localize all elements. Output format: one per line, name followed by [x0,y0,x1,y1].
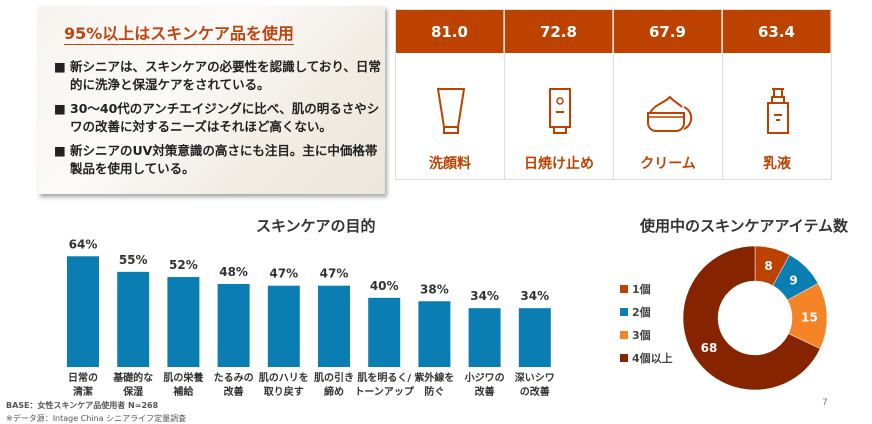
footer-source: ※データ源：Intage China シニアライフ定量調査 [6,414,187,423]
bar-category-label: 保湿 [122,385,143,398]
product-value: 72.8 [505,10,613,53]
bar-value-label: 40% [370,279,399,293]
donut-value-label: 9 [789,273,797,287]
bar-value-label: 34% [520,289,549,303]
sunscreen-icon [549,88,571,134]
summary-card: 95%以上はスキンケア品を使用 ■ 新シニアは、スキンケアの必要性を認識しており、… [38,6,385,194]
bar [167,277,200,367]
bar-category-label: トーンアップ [354,385,414,398]
donut-value-label: 68 [701,341,718,355]
bar [368,297,401,367]
donut-chart-title: 使用中のスキンケアアイテム数 [640,217,849,235]
bar-category-label: 肌の栄養 [163,371,203,384]
bar [418,301,451,367]
bar-category-label: 改善 [224,385,244,398]
bar-value-label: 47% [320,267,349,281]
bar-chart: 64%日常の清潔55%基礎的な保湿52%肌の栄養補給48%たるみの改善47%肌の… [67,237,555,398]
product-value: 81.0 [396,10,504,53]
footer-base: BASE：女性スキンケア品使用者 N=268 [6,401,159,410]
legend-swatch [620,354,628,362]
bar-chart-title: スキンケアの目的 [256,217,376,235]
product-value: 63.4 [723,10,831,53]
bar-value-label: 64% [69,237,98,251]
bar-value-label: 55% [119,253,148,267]
summary-title: 95%以上はスキンケア品を使用 [64,24,294,45]
bar [217,283,250,367]
pump-bottle-icon [767,88,789,134]
bar [518,308,551,367]
product-label: 乳液 [763,156,791,172]
bar-category-label: たるみの [214,372,254,384]
legend-label: 1個 [632,282,651,296]
bar [67,256,99,367]
bar-category-label: 基礎的な [112,371,153,384]
bar [318,285,350,367]
bar [468,308,501,367]
bar-category-label: 紫外線を [414,371,454,384]
bar [267,285,300,367]
donut-chart: 8 1個 9 2個 15 3個 68 4個以上 [620,245,828,391]
bar-category-label: 補給 [172,385,194,398]
product-label: 日焼け止め [524,156,594,172]
product-column: 67.9 クリーム [614,10,723,179]
bar-category-label: 肌を明るく/ [357,372,411,384]
bar-value-label: 48% [219,265,248,279]
bar-category-label: 小ジワの [464,371,505,384]
product-value: 67.9 [614,10,722,53]
bar [117,271,150,367]
donut-slice [682,245,821,391]
bar-category-label: の改善 [520,385,550,398]
legend-swatch [620,331,628,339]
legend-label: 4個以上 [632,351,673,365]
legend-label: 2個 [632,305,651,319]
bullet: ■ 30～40代のアンチエイジングに比べ、肌の明るさやシワの改善に対するニーズはそ… [54,101,380,134]
bullet: ■ 新シニアは、スキンケアの必要性を認識しており、日常的に洗浄と保湿ケアをされてい… [54,59,381,92]
bar-category-label: 深いシワ [515,371,555,384]
product-label: 洗顔料 [429,156,471,172]
bar-category-label: 防ぐ [424,385,444,398]
product-column: 63.4 乳液 [723,10,831,179]
bar-category-label: 清潔 [73,385,93,398]
donut-value-label: 8 [764,259,772,273]
donut-value-label: 15 [801,310,818,324]
legend-swatch [620,308,628,316]
bar-category-label: 締め [324,385,344,398]
product-table: 81.0 洗顔料 72.8 日焼け止め 67.9 クリーム 63.4 乳液 [395,9,832,180]
page-number: 7 [822,398,828,408]
bullet: ■ 新シニアのUV対策意識の高さにも注目。主に中価格帯製品を使用している。 [54,143,378,176]
bar-category-label: 肌のハリを [259,372,309,384]
bar-value-label: 38% [420,282,449,296]
bar-value-label: 34% [470,289,499,303]
legend-swatch [620,285,628,293]
product-column: 72.8 日焼け止め [505,10,614,179]
bar-category-label: 取り戻す [264,385,304,398]
product-column: 81.0 洗顔料 [396,10,505,179]
bar-value-label: 47% [269,267,298,281]
legend-label: 3個 [632,328,651,342]
cream-jar-icon [647,95,693,132]
bar-category-label: 肌の引き [314,371,354,384]
bar-category-label: 日常の [68,371,98,384]
tube-icon [436,88,466,134]
bar-category-label: 改善 [475,385,495,398]
product-label: クリーム [640,156,696,172]
bar-value-label: 52% [169,258,198,272]
